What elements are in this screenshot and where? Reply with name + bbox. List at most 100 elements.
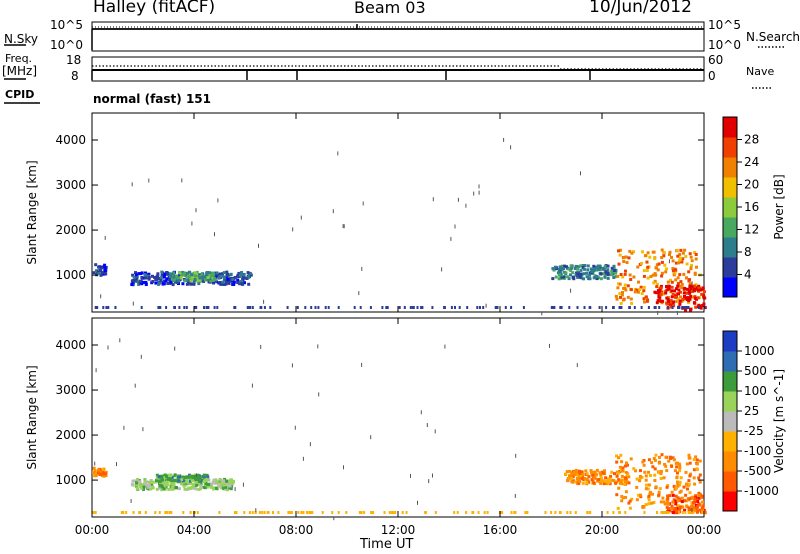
- data-cell: [236, 281, 240, 285]
- sparse-point: [242, 482, 244, 487]
- data-cell: [685, 482, 689, 486]
- data-cell: [695, 265, 698, 269]
- x-tick-label: 16:00: [483, 523, 518, 537]
- data-cell: [192, 281, 196, 285]
- data-cell: [177, 479, 181, 483]
- ground-scatter: [698, 306, 700, 309]
- data-cell: [102, 474, 106, 478]
- data-cell: [596, 267, 600, 271]
- ground-scatter: [656, 511, 658, 514]
- ground-scatter: [504, 306, 507, 309]
- data-cell: [589, 267, 593, 271]
- data-cell: [242, 273, 246, 277]
- data-cell: [630, 497, 634, 501]
- data-cell: [198, 276, 202, 280]
- colorbar-tick-label: 100: [744, 384, 767, 398]
- data-cell: [196, 277, 199, 280]
- data-cell: [678, 506, 682, 509]
- data-cell: [693, 509, 696, 513]
- data-cell: [656, 299, 660, 303]
- data-cell: [558, 266, 562, 270]
- data-cell: [569, 475, 573, 479]
- sparse-point: [251, 383, 253, 388]
- data-cell: [232, 283, 236, 286]
- data-cell: [671, 293, 675, 296]
- y-tick-label: 4000: [55, 133, 86, 147]
- colorbar-tick-label: 24: [744, 155, 759, 169]
- colorbar-tick-label: 28: [744, 133, 759, 147]
- ground-scatter: [125, 511, 128, 514]
- data-cell: [135, 277, 139, 281]
- data-cell: [620, 474, 624, 478]
- data-cell: [688, 297, 692, 301]
- data-cell: [676, 297, 680, 301]
- colorbar-swatch: [723, 331, 737, 352]
- data-cell: [211, 279, 215, 283]
- data-cell: [665, 469, 669, 473]
- data-cell: [664, 455, 668, 459]
- data-cell: [606, 273, 610, 277]
- data-cell: [149, 487, 153, 491]
- data-cell: [663, 502, 667, 506]
- data-cell: [688, 474, 692, 478]
- data-cell: [686, 297, 690, 301]
- data-cell: [206, 484, 210, 488]
- data-cell: [677, 504, 681, 508]
- data-cell: [224, 485, 227, 489]
- data-cell: [644, 503, 648, 507]
- data-cell: [670, 504, 674, 508]
- data-cell: [688, 461, 692, 465]
- data-cell: [586, 268, 590, 272]
- data-cell: [650, 501, 654, 505]
- data-cell: [692, 458, 696, 461]
- data-cell: [212, 487, 216, 491]
- data-cell: [203, 278, 207, 282]
- data-cell: [569, 273, 572, 277]
- data-cell: [161, 474, 165, 478]
- sparse-point: [195, 208, 197, 213]
- data-cell: [553, 265, 557, 269]
- sparse-point: [119, 338, 121, 343]
- data-cell: [693, 271, 697, 275]
- ground-scatter: [159, 306, 162, 309]
- data-cell: [197, 483, 201, 487]
- data-cell: [160, 276, 164, 280]
- data-cell: [144, 283, 148, 286]
- data-cell: [559, 271, 563, 275]
- data-cell: [178, 487, 181, 491]
- ground-scatter: [618, 511, 621, 514]
- data-cell: [642, 285, 646, 289]
- colorbar-swatch: [723, 431, 737, 452]
- data-cell: [647, 470, 650, 474]
- data-cell: [100, 266, 104, 270]
- data-cell: [622, 286, 626, 290]
- data-cell: [688, 285, 692, 289]
- data-cell: [697, 496, 701, 500]
- data-cell: [668, 250, 672, 254]
- colorbar-frame: [722, 330, 738, 512]
- data-cell: [666, 296, 670, 299]
- data-cell: [183, 279, 187, 283]
- ground-scatter: [510, 511, 513, 514]
- data-cell: [685, 462, 689, 466]
- data-cell: [206, 276, 210, 279]
- data-cell: [668, 253, 671, 256]
- data-cell: [678, 299, 682, 303]
- data-cell: [617, 249, 620, 253]
- data-cell: [150, 482, 154, 486]
- data-cell: [674, 494, 678, 498]
- data-cell: [610, 470, 614, 474]
- data-cell: [202, 473, 206, 477]
- data-cell: [687, 270, 691, 274]
- data-cell: [605, 482, 609, 486]
- data-cell: [675, 509, 679, 513]
- sparse-point: [332, 209, 334, 214]
- ground-scatter: [122, 511, 125, 514]
- colorbar-tick-label: 4: [744, 268, 752, 282]
- ground-scatter: [666, 511, 669, 514]
- data-cell: [699, 288, 703, 292]
- ground-scatter: [314, 306, 317, 309]
- data-cell: [676, 261, 680, 265]
- data-cell: [619, 479, 623, 483]
- colorbar-swatch: [723, 177, 737, 198]
